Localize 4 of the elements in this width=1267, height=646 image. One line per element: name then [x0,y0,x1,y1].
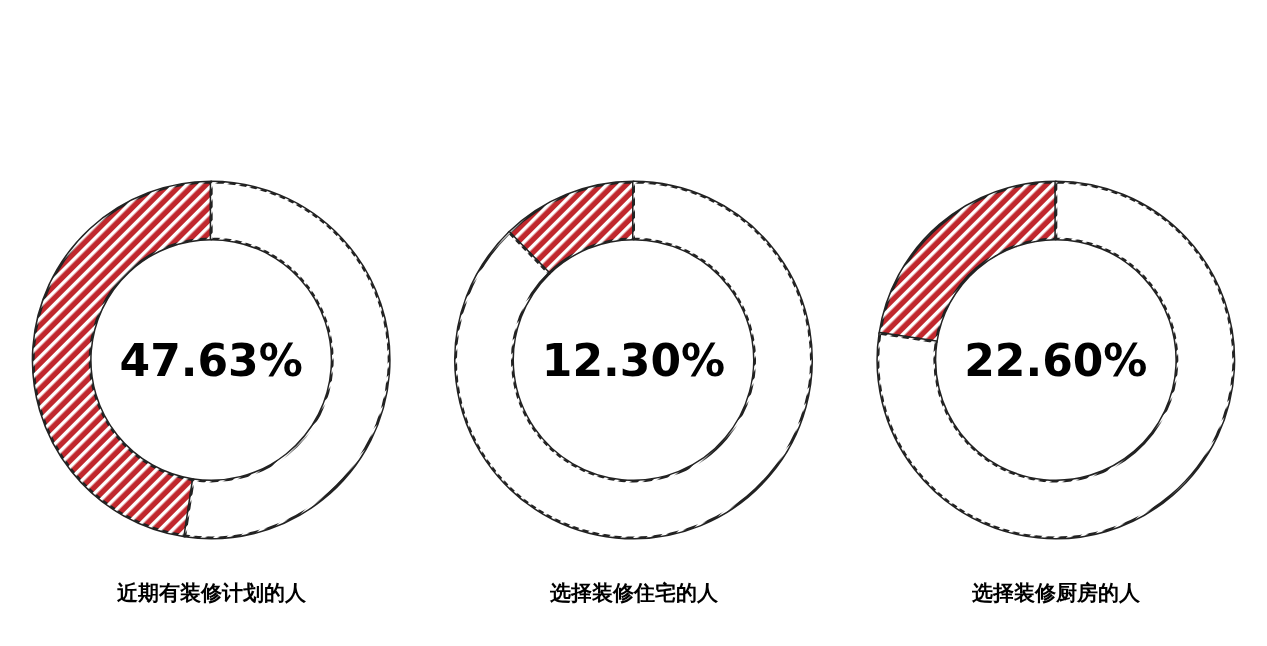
text: 47.63% [119,335,303,386]
text: 选择装修住宅的人 [548,581,719,605]
text: 选择装修厨房的人 [970,581,1141,605]
text: 近期有装修计划的人 [115,581,307,605]
